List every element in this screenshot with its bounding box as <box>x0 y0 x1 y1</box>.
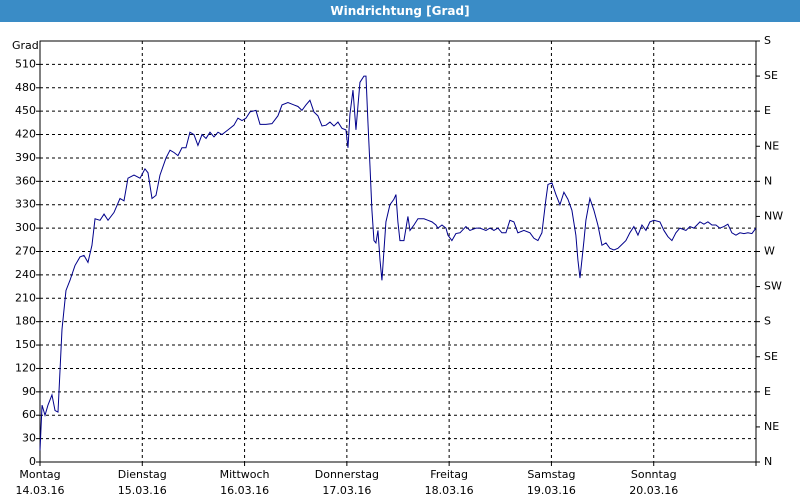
y2-tick-label: W <box>764 245 775 258</box>
y-tick-label: 360 <box>15 174 36 187</box>
plot-frame <box>39 40 757 463</box>
x-tick-date: 14.03.16 <box>16 484 65 497</box>
x-tick-label: Mittwoch <box>220 468 270 481</box>
y-tick-label: 240 <box>15 268 36 281</box>
y-tick-label: 390 <box>15 151 36 164</box>
chart-title: Windrichtung [Grad] <box>0 0 800 22</box>
y-tick-label: 180 <box>15 315 36 328</box>
y2-tick-label: NE <box>764 420 779 433</box>
y2-tick-label: N <box>764 174 772 187</box>
x-tick-label: Dienstag <box>118 468 167 481</box>
y2-tick-label: S <box>764 315 771 328</box>
y-tick-label: 270 <box>15 245 36 258</box>
y-tick-label: 330 <box>15 198 36 211</box>
y-tick-label: 90 <box>22 385 36 398</box>
y2-tick-label: SE <box>764 69 778 82</box>
x-tick-date: 17.03.16 <box>322 484 371 497</box>
y2-tick-label: S <box>764 34 771 47</box>
x-tick-label: Samstag <box>527 468 575 481</box>
y2-tick-label: SE <box>764 350 778 363</box>
x-tick-date: 16.03.16 <box>220 484 269 497</box>
y-tick-label: 60 <box>22 408 36 421</box>
y2-tick-label: SW <box>764 280 782 293</box>
y-tick-label: 300 <box>15 221 36 234</box>
y2-tick-label: NE <box>764 139 779 152</box>
y2-tick-label: E <box>764 104 771 117</box>
y-tick-label: 120 <box>15 361 36 374</box>
x-tick-date: 19.03.16 <box>527 484 576 497</box>
y-tick-label: 480 <box>15 81 36 94</box>
x-tick-label: Montag <box>19 468 60 481</box>
x-tick-label: Freitag <box>430 468 468 481</box>
y-tick-label: 0 <box>29 455 36 468</box>
y-tick-label: 420 <box>15 128 36 141</box>
y-tick-label: 510 <box>15 57 36 70</box>
y-tick-label: 210 <box>15 291 36 304</box>
y-axis-label: Grad <box>12 39 39 52</box>
y2-tick-label: NW <box>764 209 783 222</box>
x-tick-label: Sonntag <box>631 468 677 481</box>
x-tick-label: Donnerstag <box>315 468 379 481</box>
y2-tick-label: N <box>764 455 772 468</box>
data-line <box>39 75 757 451</box>
y-tick-label: 30 <box>22 432 36 445</box>
x-tick-date: 18.03.16 <box>425 484 474 497</box>
x-tick-date: 15.03.16 <box>118 484 167 497</box>
x-tick-date: 20.03.16 <box>629 484 678 497</box>
y-tick-label: 450 <box>15 104 36 117</box>
y-tick-label: 150 <box>15 338 36 351</box>
y2-tick-label: E <box>764 385 771 398</box>
